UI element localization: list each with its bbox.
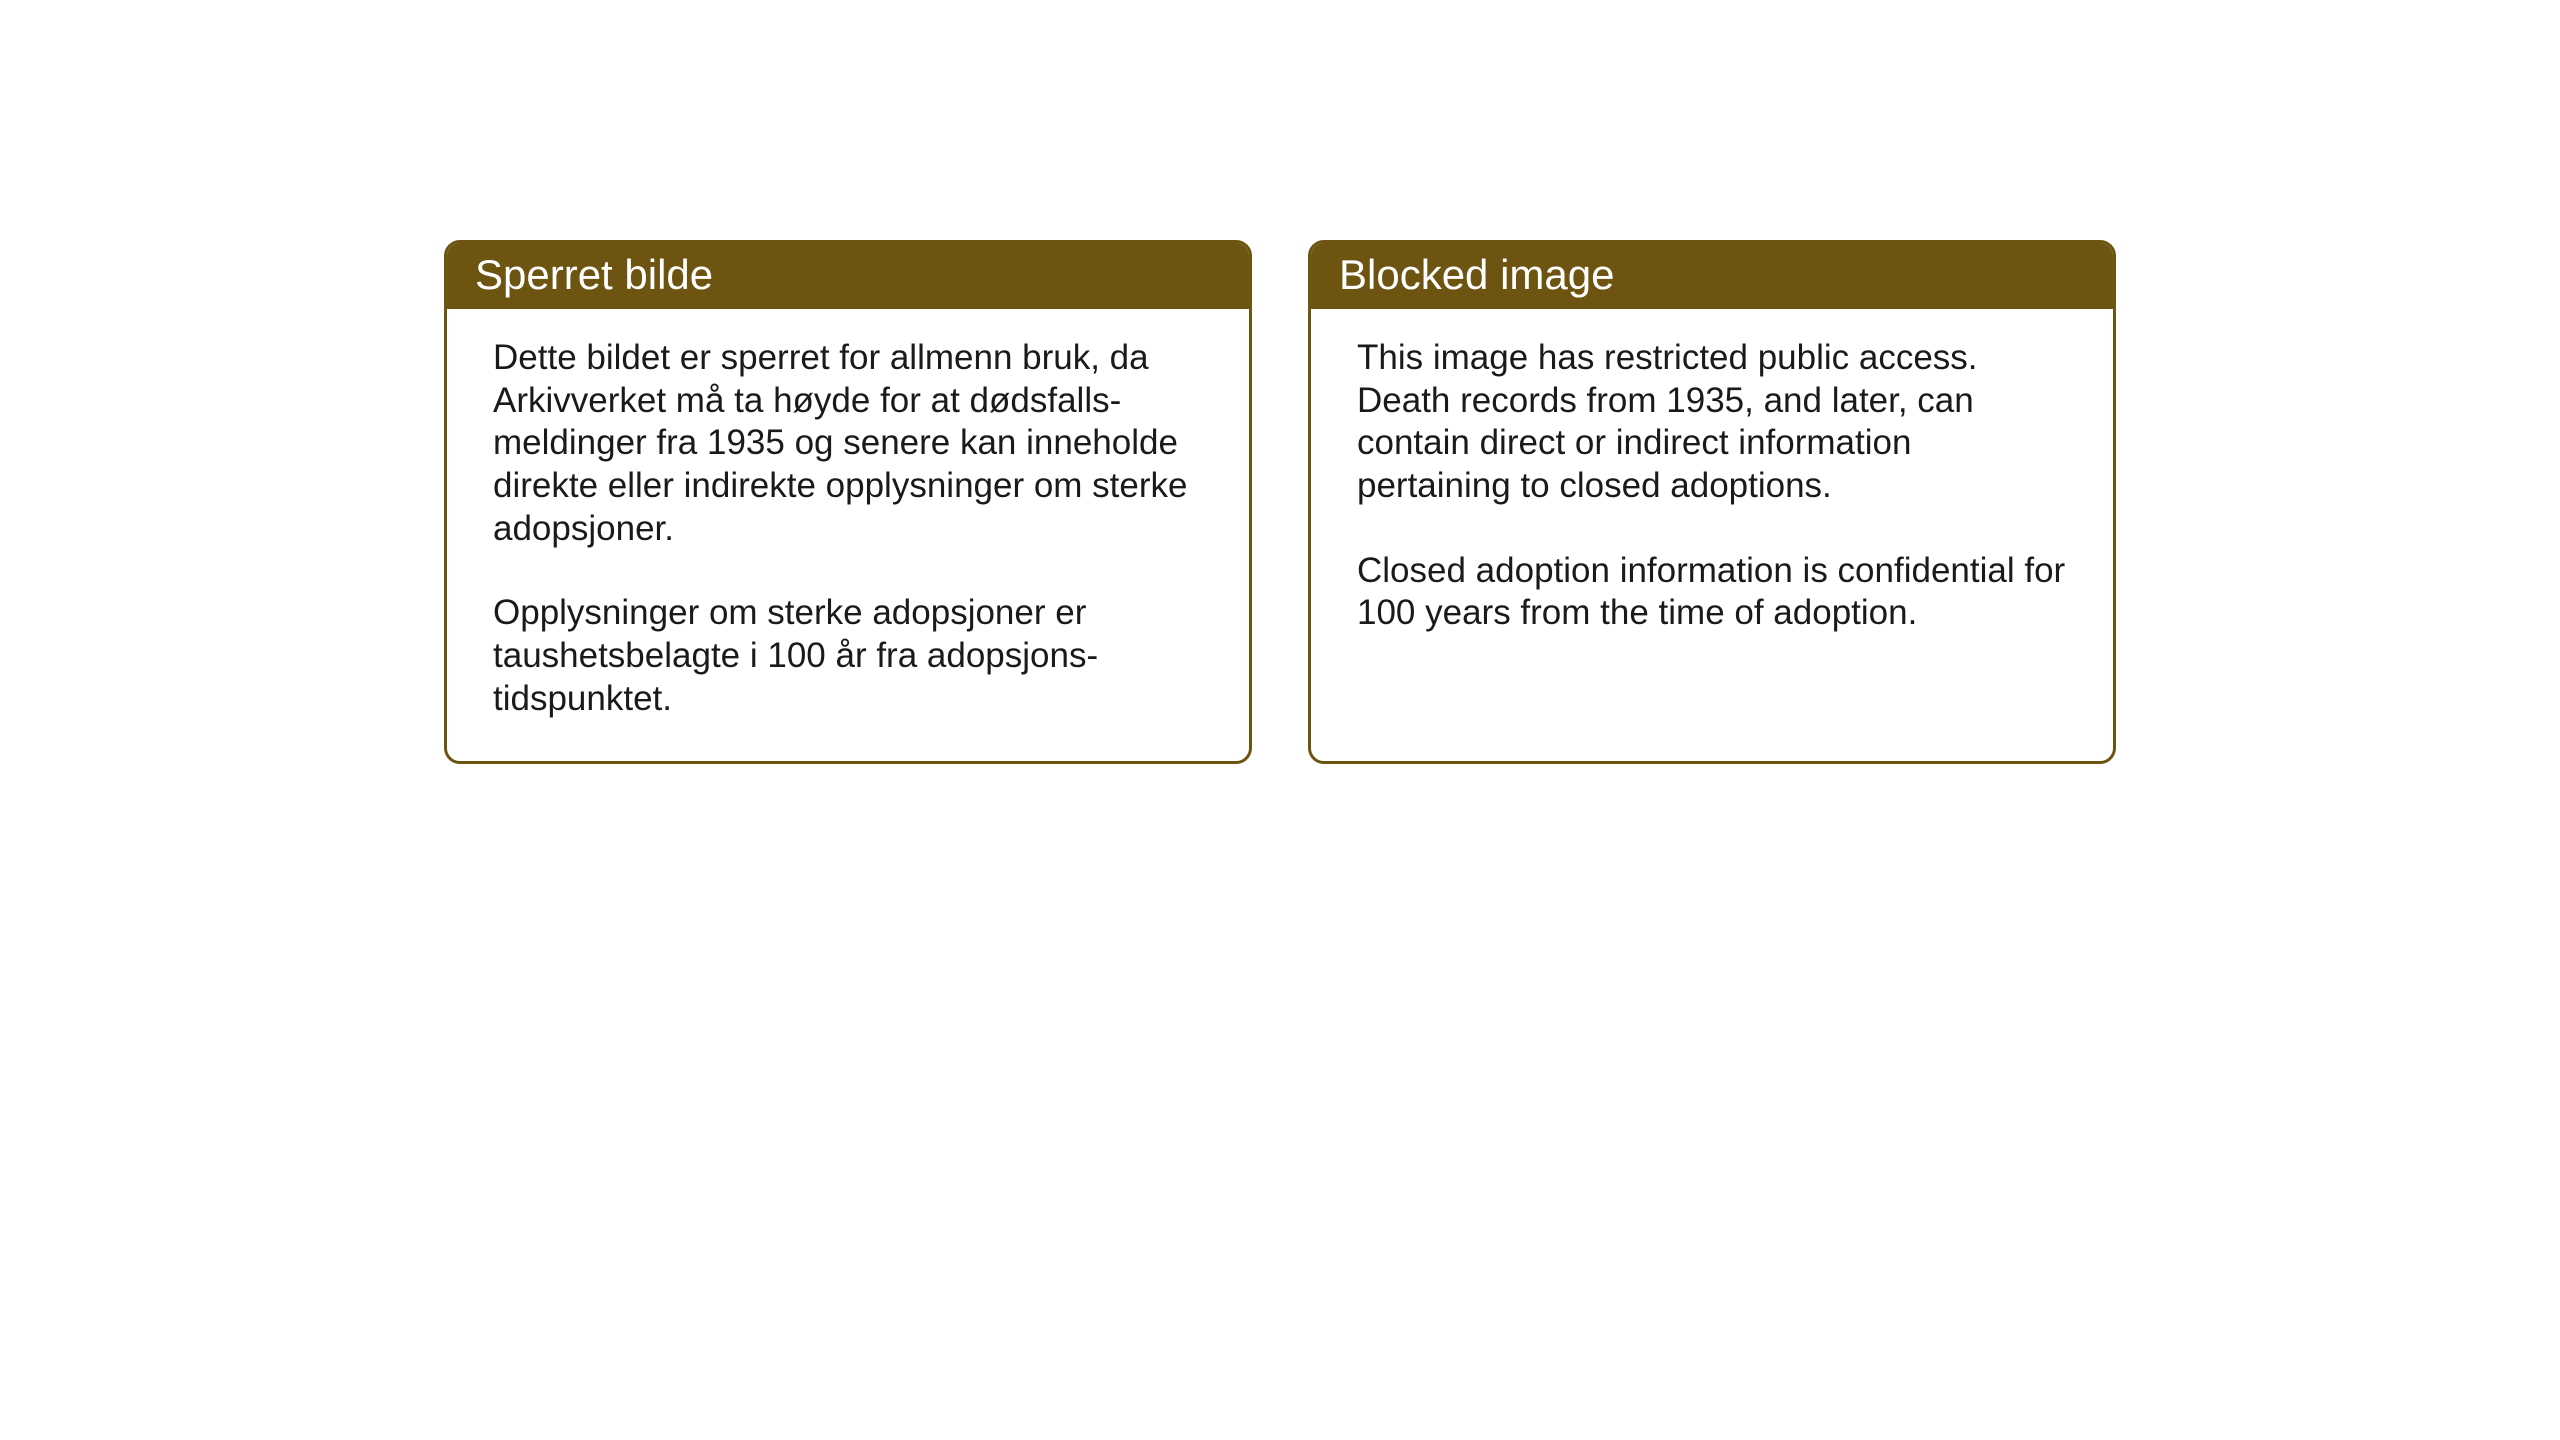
- card-header-english: Blocked image: [1311, 243, 2113, 309]
- card-title: Sperret bilde: [475, 251, 713, 298]
- card-paragraph: Opplysninger om sterke adopsjoner er tau…: [493, 592, 1203, 720]
- card-body-english: This image has restricted public access.…: [1311, 309, 2113, 717]
- card-paragraph: Closed adoption information is confident…: [1357, 550, 2067, 635]
- card-title: Blocked image: [1339, 251, 1614, 298]
- card-paragraph: Dette bildet er sperret for allmenn bruk…: [493, 337, 1203, 550]
- notice-container: Sperret bilde Dette bildet er sperret fo…: [444, 240, 2116, 764]
- notice-card-norwegian: Sperret bilde Dette bildet er sperret fo…: [444, 240, 1252, 764]
- card-header-norwegian: Sperret bilde: [447, 243, 1249, 309]
- notice-card-english: Blocked image This image has restricted …: [1308, 240, 2116, 764]
- card-body-norwegian: Dette bildet er sperret for allmenn bruk…: [447, 309, 1249, 761]
- card-paragraph: This image has restricted public access.…: [1357, 337, 2067, 508]
